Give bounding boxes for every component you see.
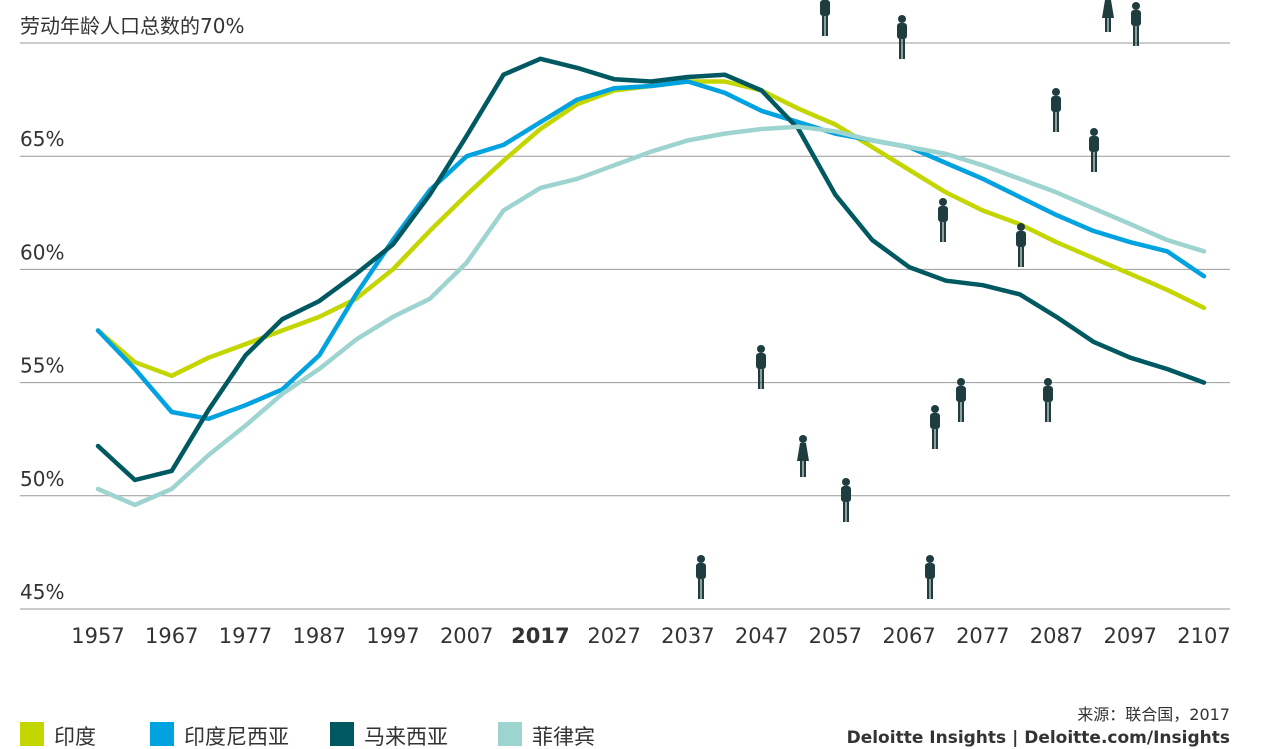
series-line — [98, 127, 1204, 505]
credit: Deloitte Insights | Deloitte.com/Insight… — [847, 728, 1230, 748]
y-tick-label: 55% — [20, 354, 64, 378]
x-tick-label: 2017 — [511, 624, 569, 648]
y-tick-label: 50% — [20, 467, 64, 491]
series-line — [98, 82, 1204, 419]
legend-label: 印度 — [54, 725, 96, 749]
legend-label: 菲律宾 — [532, 725, 595, 749]
x-tick-label: 2107 — [1177, 624, 1230, 648]
legend-label: 印度尼西亚 — [184, 725, 289, 749]
x-tick-label: 1967 — [145, 624, 198, 648]
x-tick-label: 2057 — [809, 624, 862, 648]
legend-label: 马来西亚 — [364, 725, 448, 749]
x-tick-label: 2047 — [735, 624, 788, 648]
y-tick-label: 劳动年龄人口总数的70% — [20, 14, 244, 38]
legend-swatch — [150, 722, 174, 746]
legend: 印度 印度尼西亚 马来西亚 菲律宾 — [20, 722, 595, 749]
x-tick-label: 2007 — [440, 624, 493, 648]
source: 来源：联合国，2017 — [1077, 705, 1230, 724]
x-tick-label: 2077 — [956, 624, 1009, 648]
y-tick-label: 65% — [20, 127, 64, 151]
x-tick-label: 2097 — [1104, 624, 1157, 648]
y-tick-label: 60% — [20, 240, 64, 264]
x-tick-label: 2027 — [587, 624, 640, 648]
y-tick-label: 45% — [20, 580, 64, 604]
x-tick-label: 2037 — [661, 624, 714, 648]
x-tick-label: 1977 — [219, 624, 272, 648]
x-tick-label: 1997 — [366, 624, 419, 648]
x-tick-label: 1987 — [292, 624, 345, 648]
series-line — [98, 82, 1204, 376]
legend-swatch — [20, 722, 44, 746]
x-tick-label: 2087 — [1030, 624, 1083, 648]
legend-swatch — [498, 722, 522, 746]
x-tick-label: 2067 — [882, 624, 935, 648]
chart: 45% 50% 55% 60% 65% 劳动年龄人口总数的70% 1957 1967 1977 1… — [0, 0, 1261, 749]
legend-swatch — [330, 722, 354, 746]
x-tick-label: 1957 — [71, 624, 124, 648]
